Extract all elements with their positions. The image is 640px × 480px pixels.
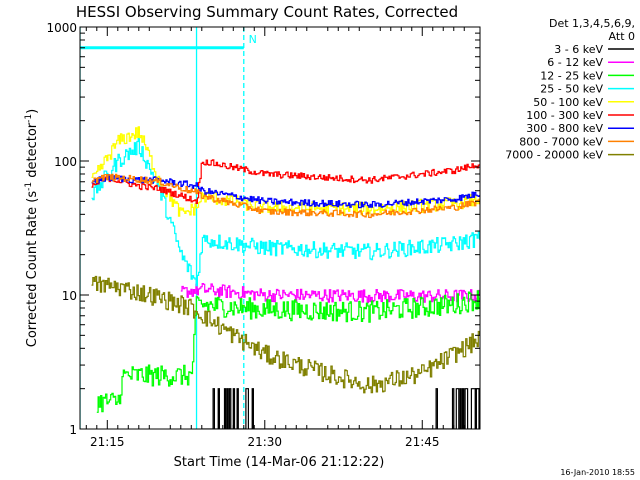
x-tick-label: 21:45 — [405, 435, 440, 449]
legend-entry-label: 7000 - 20000 keV — [505, 149, 603, 162]
y-tick-label: 1000 — [46, 21, 77, 35]
series-line — [180, 283, 480, 303]
legend-entry-label: 6 - 12 keV — [547, 56, 603, 69]
legend-header-line-1: Det 1,3,4,5,6,9, — [549, 17, 635, 30]
series-line — [91, 174, 480, 209]
y-tick-label: 100 — [54, 155, 77, 169]
plot-area — [79, 26, 481, 430]
x-tick-label: 21:30 — [247, 435, 282, 449]
legend-entry-label: 12 - 25 keV — [540, 69, 603, 82]
series-line — [91, 173, 480, 219]
legend-entry-label: 25 - 50 keV — [540, 83, 603, 96]
legend-entry-label: 300 - 800 keV — [526, 122, 603, 135]
x-axis-label: Start Time (14-Mar-06 21:12:22) — [174, 455, 385, 470]
y-axis-label: Corrected Count Rate (s-1 detector-1) — [24, 109, 40, 347]
series-line — [91, 275, 480, 394]
series-line — [91, 137, 480, 287]
legend-entry-label: 3 - 6 keV — [554, 43, 603, 56]
footer-timestamp: 16-Jan-2010 18:55 — [560, 468, 635, 477]
chart-title: HESSI Observing Summary Count Rates, Cor… — [76, 3, 458, 21]
y-tick-label: 1 — [69, 423, 77, 437]
y-tick-label: 10 — [62, 289, 77, 303]
legend-header-line-2: Att 0 — [609, 30, 635, 43]
legend-entry-label: 100 - 300 keV — [526, 109, 603, 122]
x-tick-label: 21:15 — [90, 435, 125, 449]
series-line — [96, 290, 480, 413]
flag-label: N — [249, 33, 257, 46]
legend-entry-label: 50 - 100 keV — [533, 96, 603, 109]
series-line — [91, 159, 480, 204]
legend-entry-label: 800 - 7000 keV — [519, 135, 603, 148]
plot-frame — [79, 26, 481, 430]
